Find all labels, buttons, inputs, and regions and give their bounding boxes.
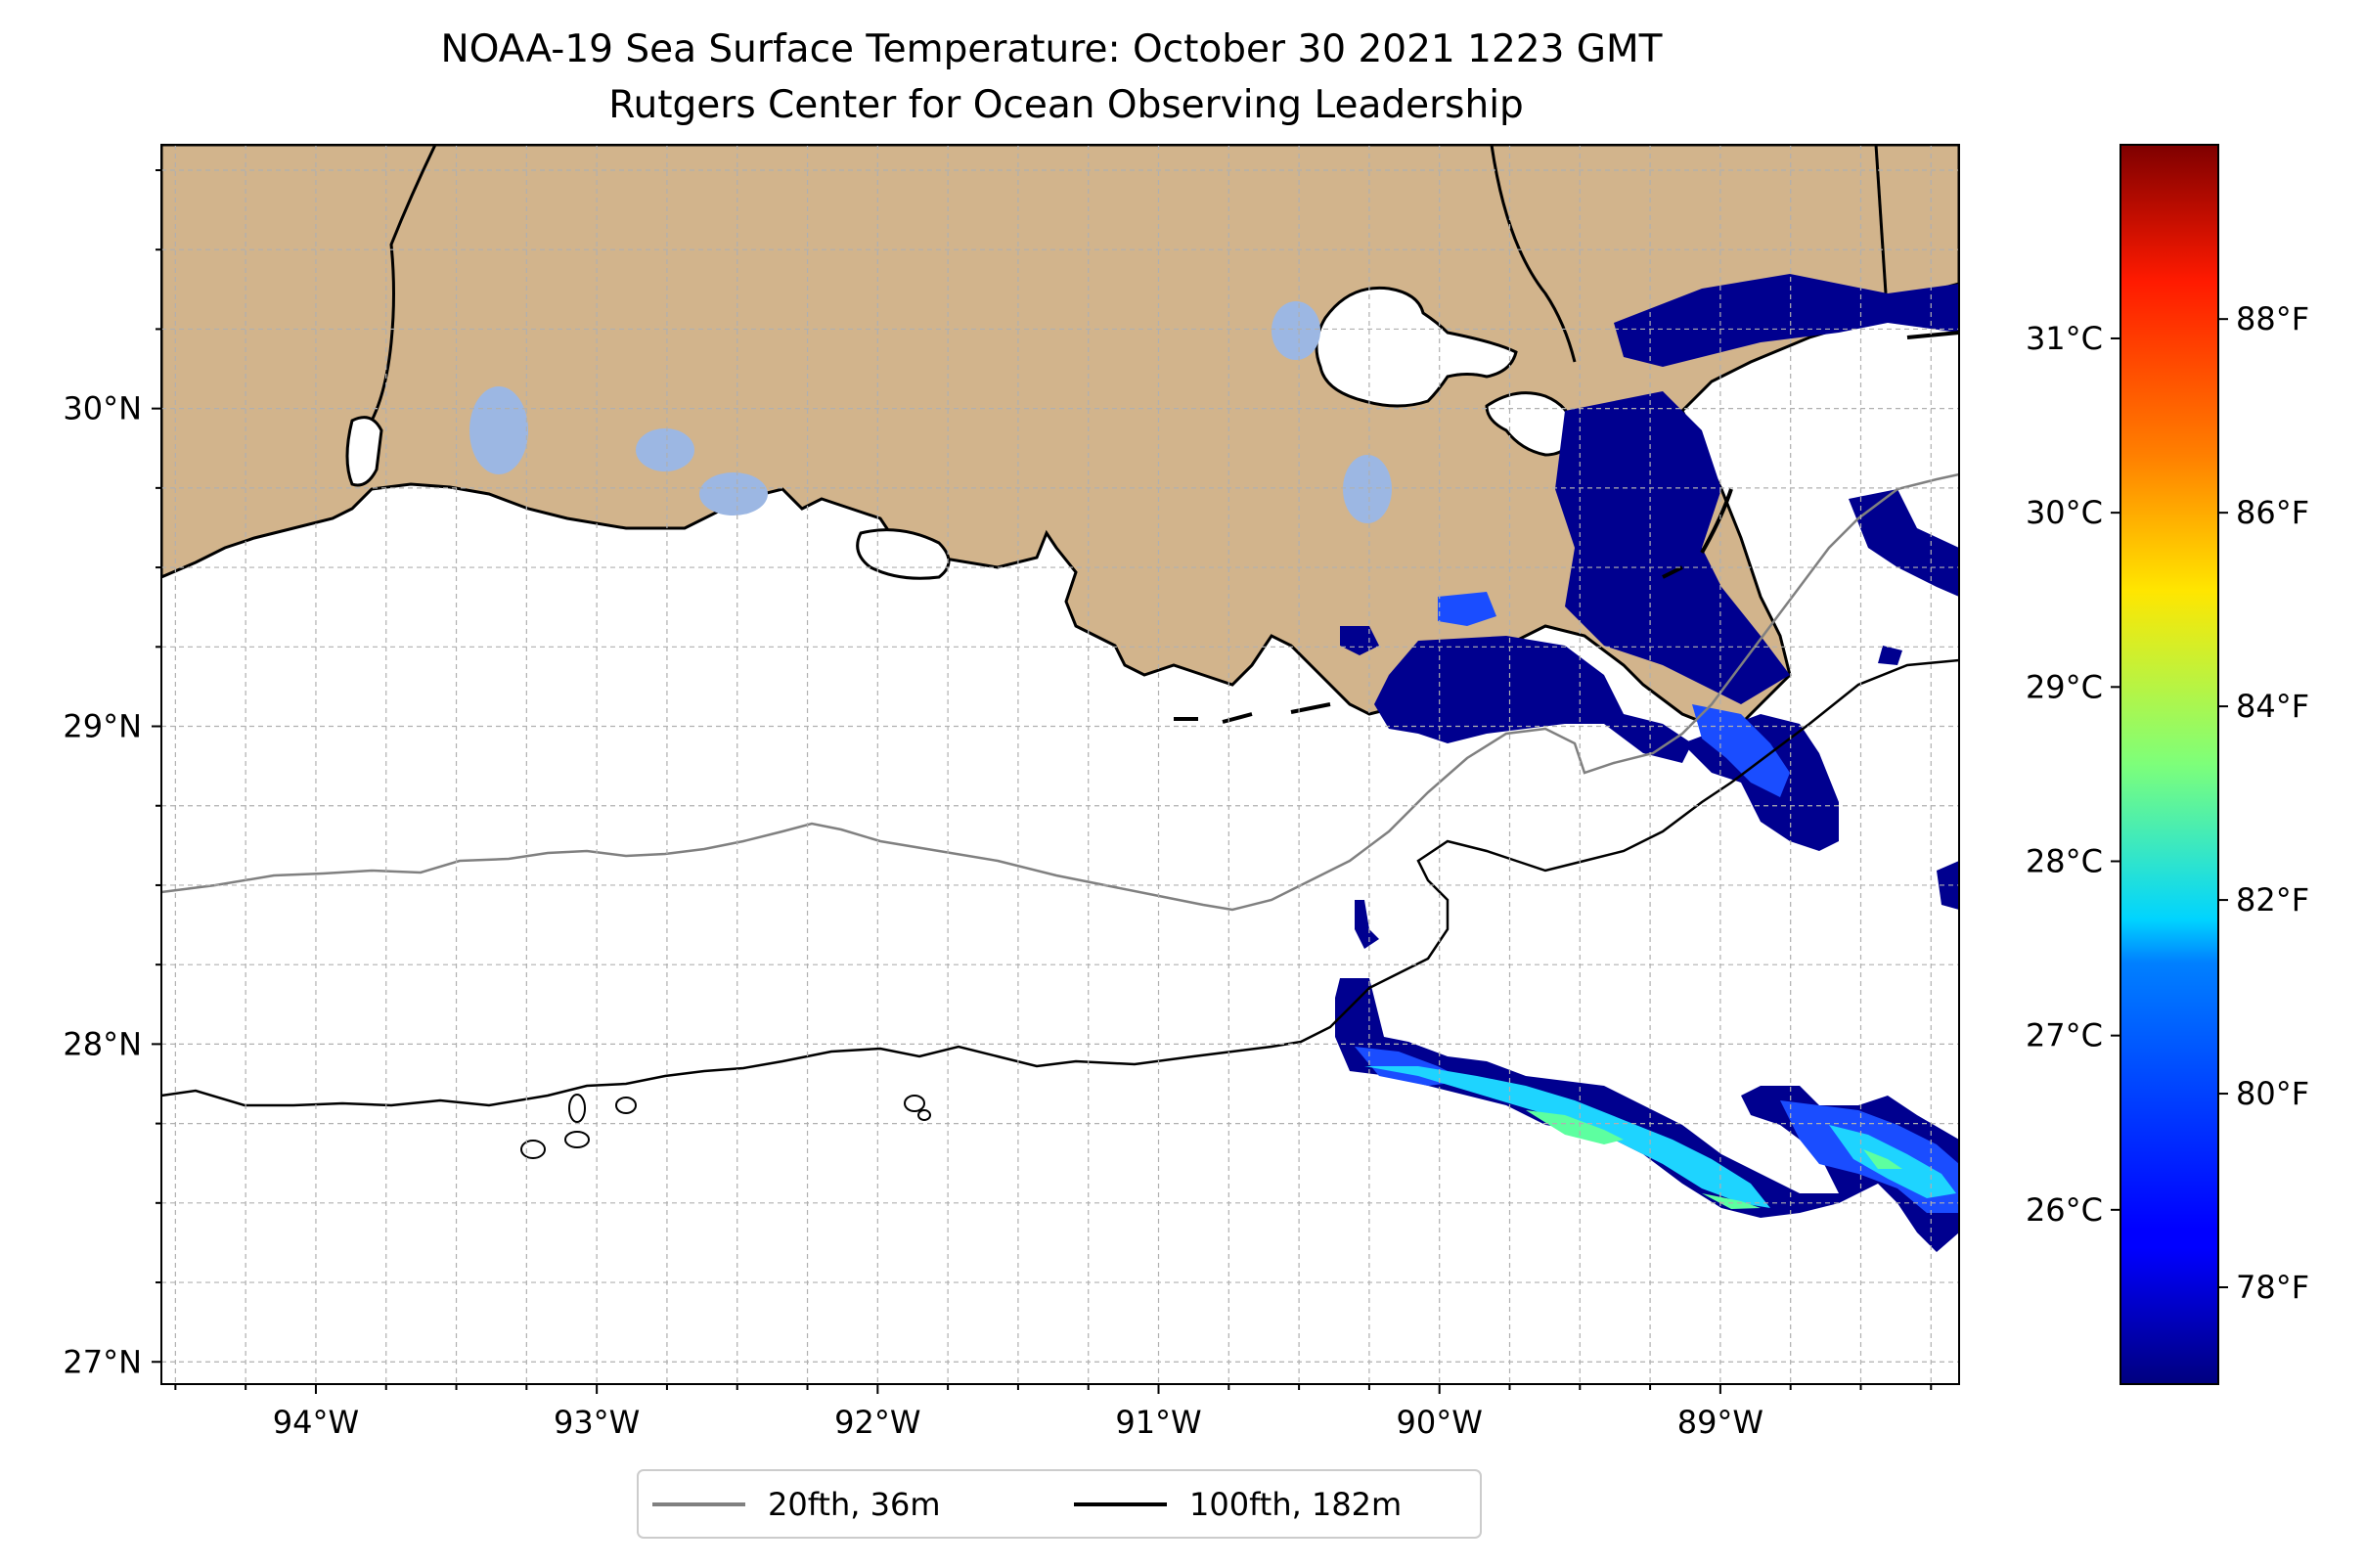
lake-pontchartrain bbox=[1315, 286, 1518, 408]
y-tick-label: 28°N bbox=[63, 1025, 142, 1062]
state-border-ms-al bbox=[1874, 145, 1888, 294]
y-tick-label: 27°N bbox=[63, 1343, 142, 1380]
colorbar-f-label: 86°F bbox=[2236, 494, 2309, 531]
contour-20fth bbox=[161, 472, 1959, 912]
colorbar-f-label: 78°F bbox=[2236, 1269, 2309, 1306]
colorbar-c-label: 27°C bbox=[2026, 1017, 2103, 1054]
calcasieu-lake bbox=[345, 416, 383, 487]
colorbar-f-label: 80°F bbox=[2236, 1075, 2309, 1112]
x-tick-label: 91°W bbox=[1115, 1404, 1201, 1441]
map-frame bbox=[160, 144, 1960, 1385]
legend-label-20fth: 20fth, 36m bbox=[768, 1486, 940, 1523]
legend-label-100fth: 100fth, 182m bbox=[1189, 1486, 1402, 1523]
x-tick-label: 92°W bbox=[834, 1404, 920, 1441]
colorbar: 78°F 80°F 82°F 84°F 86°F 88°F 26°C 27°C 28°C 29°C… bbox=[2026, 144, 2309, 1385]
lake-maurepas bbox=[1272, 301, 1320, 360]
title-line-2: Rutgers Center for Ocean Observing Leade… bbox=[608, 83, 1524, 127]
colorbar-c-label: 30°C bbox=[2026, 494, 2103, 531]
map-axes: 94°W 93°W 92°W 91°W 90°W 89°W 27°N 28°N 29°N 30°N bbox=[63, 168, 1933, 1441]
lake-central-1 bbox=[636, 428, 694, 471]
legend-box bbox=[637, 1469, 1482, 1539]
y-tick-label: 29°N bbox=[63, 708, 142, 745]
colorbar-gradient bbox=[2120, 144, 2219, 1385]
lake-central-2 bbox=[699, 472, 768, 515]
colorbar-ticks: 78°F 80°F 82°F 84°F 86°F 88°F 26°C 27°C 28°C 29°C… bbox=[2026, 300, 2309, 1306]
y-tick-label: 30°N bbox=[63, 390, 142, 427]
legend: 20fth, 36m 100fth, 182m bbox=[637, 1469, 1482, 1539]
x-tick-label: 89°W bbox=[1677, 1404, 1763, 1441]
x-tick-label: 94°W bbox=[273, 1404, 359, 1441]
colorbar-f-label: 84°F bbox=[2236, 688, 2309, 725]
lake-verret bbox=[1343, 455, 1392, 523]
contour-100fth bbox=[161, 658, 1959, 1107]
colorbar-c-label: 29°C bbox=[2026, 668, 2103, 705]
title-line-1: NOAA-19 Sea Surface Temperature: October… bbox=[441, 27, 1663, 71]
barrier-islands bbox=[1174, 331, 1959, 724]
x-tick-label: 93°W bbox=[554, 1404, 640, 1441]
colorbar-f-label: 88°F bbox=[2236, 300, 2309, 337]
shelf-islands bbox=[520, 1094, 931, 1159]
lake-west bbox=[469, 386, 528, 474]
colorbar-c-label: 28°C bbox=[2026, 842, 2103, 879]
colorbar-c-label: 26°C bbox=[2026, 1191, 2103, 1229]
x-tick-label: 90°W bbox=[1397, 1404, 1483, 1441]
gridlines bbox=[161, 145, 1959, 1384]
colorbar-c-label: 31°C bbox=[2026, 320, 2103, 357]
map-panel bbox=[161, 145, 1959, 1384]
state-border-la-ms bbox=[1490, 145, 1577, 363]
colorbar-f-label: 82°F bbox=[2236, 881, 2309, 918]
marsh-island-bay bbox=[856, 528, 951, 580]
state-border-tx-la bbox=[370, 145, 437, 422]
